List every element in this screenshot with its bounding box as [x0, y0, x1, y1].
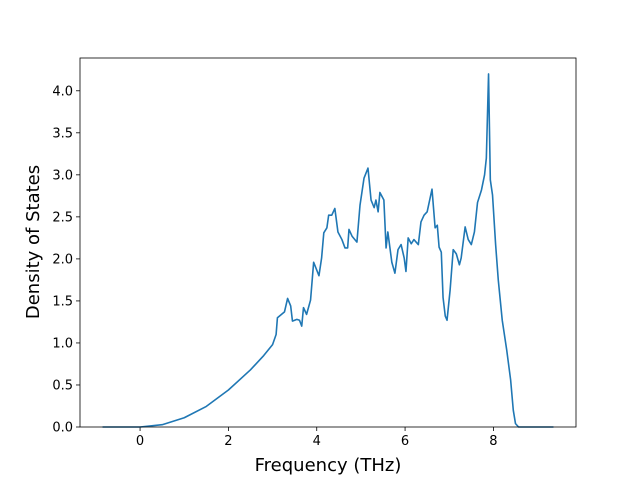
- y-tick-label: 3.5: [52, 126, 73, 141]
- y-axis-label: Density of States: [23, 165, 44, 319]
- x-axis-label: Frequency (THz): [255, 455, 402, 476]
- y-tick-label: 2.5: [52, 210, 73, 225]
- x-tick-label: 4: [313, 434, 321, 449]
- y-tick-label: 0.0: [52, 421, 73, 436]
- x-tick-label: 6: [401, 434, 409, 449]
- y-tick-label: 1.0: [52, 336, 73, 351]
- y-tick-label: 1.5: [52, 294, 73, 309]
- x-tick-label: 0: [136, 434, 144, 449]
- y-tick-label: 4.0: [52, 84, 73, 99]
- x-tick-label: 2: [224, 434, 232, 449]
- y-tick-label: 3.0: [52, 168, 73, 183]
- y-tick-label: 2.0: [52, 252, 73, 267]
- dos-line: [102, 73, 554, 428]
- x-tick-label: 8: [489, 434, 497, 449]
- y-tick-label: 0.5: [52, 378, 73, 393]
- plot-frame: [79, 57, 577, 428]
